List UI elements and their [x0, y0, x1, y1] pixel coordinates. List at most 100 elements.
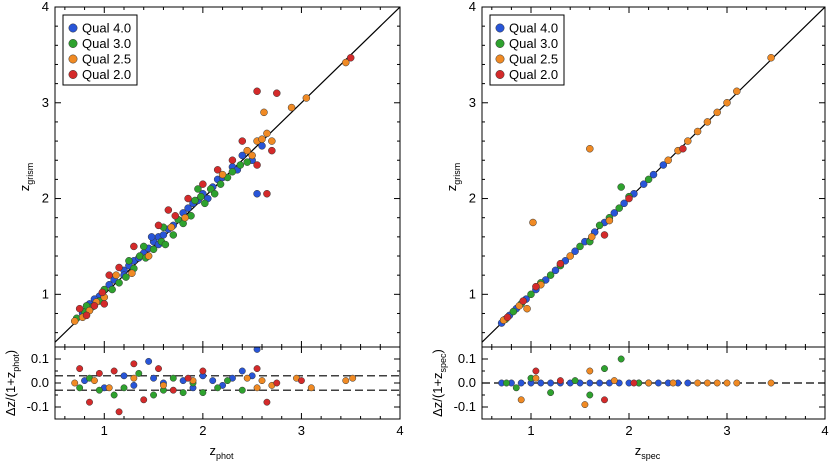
data-point-qual-2-5 — [105, 384, 113, 392]
data-point-qual-2-0 — [140, 396, 148, 404]
data-point-qual-2-0 — [105, 271, 113, 279]
data-point-qual-2-5 — [733, 379, 741, 387]
data-point-qual-3-0 — [139, 242, 148, 251]
y-axis-label-sub: phot — [11, 354, 21, 372]
data-point-qual-2-0 — [155, 365, 162, 373]
data-point-qual-4-0 — [537, 379, 545, 387]
y-axis-label: Δz/(1+zphot) — [3, 350, 21, 416]
y-axis-label-main: z — [17, 185, 32, 192]
data-point-qual-4-0 — [517, 379, 525, 387]
data-point-qual-2-0 — [273, 89, 281, 97]
data-point-qual-3-0 — [503, 379, 510, 387]
data-point-qual-2-0 — [199, 367, 207, 375]
data-point-qual-2-5 — [684, 137, 692, 145]
y-axis-label-sub: grism — [452, 163, 462, 185]
data-point-qual-2-5 — [260, 108, 268, 117]
data-point-qual-2-0 — [98, 288, 107, 297]
data-point-qual-3-0 — [571, 377, 579, 385]
data-point-qual-4-0 — [209, 377, 217, 385]
data-point-qual-3-0 — [214, 384, 222, 392]
y-tick-label: -0.1 — [454, 399, 476, 414]
legend-label: Qual 2.5 — [509, 52, 558, 67]
data-point-qual-4-0 — [596, 379, 604, 387]
data-point-qual-2-5 — [253, 384, 261, 392]
data-point-qual-3-0 — [191, 196, 199, 205]
y-tick-label: 4 — [469, 0, 476, 14]
data-point-qual-2-0 — [184, 194, 192, 203]
data-point-qual-2-5 — [243, 146, 251, 155]
data-point-qual-3-0 — [115, 279, 123, 287]
data-point-qual-3-0 — [615, 204, 623, 212]
y-tick-label: 3 — [469, 95, 476, 110]
data-point-qual-2-5 — [342, 377, 350, 385]
data-point-qual-2-5 — [144, 252, 153, 260]
data-point-qual-2-5 — [586, 367, 594, 375]
data-point-qual-2-0 — [532, 282, 540, 291]
data-points — [498, 355, 775, 409]
data-point-qual-2-5 — [523, 304, 531, 313]
data-point-qual-4-0 — [620, 199, 628, 208]
data-point-qual-2-5 — [517, 396, 525, 404]
data-point-qual-3-0 — [135, 369, 143, 377]
legend-marker — [68, 54, 78, 64]
data-point-qual-2-0 — [213, 166, 222, 174]
data-point-qual-2-0 — [169, 386, 177, 394]
data-point-qual-2-0 — [130, 242, 138, 251]
data-points — [71, 347, 357, 416]
data-point-qual-2-0 — [263, 190, 271, 198]
data-point-qual-4-0 — [238, 367, 246, 375]
data-point-qual-3-0 — [169, 231, 178, 239]
data-point-qual-2-5 — [181, 213, 189, 222]
data-point-qual-2-0 — [297, 377, 305, 385]
x-tick-label: 3 — [298, 423, 305, 438]
data-point-qual-3-0 — [122, 273, 130, 281]
data-point-qual-2-5 — [664, 156, 672, 164]
data-point-qual-2-5 — [645, 379, 653, 387]
data-point-qual-2-5 — [258, 135, 266, 143]
data-point-qual-3-0 — [161, 240, 170, 249]
data-point-qual-2-0 — [90, 302, 99, 310]
y-tick-label: 1 — [469, 286, 476, 301]
y-tick-label: 0.1 — [31, 351, 49, 366]
data-point-qual-2-5 — [349, 374, 357, 382]
data-point-qual-4-0 — [586, 379, 594, 387]
data-point-qual-2-0 — [238, 137, 247, 145]
legend-label: Qual 4.0 — [509, 21, 558, 36]
data-point-qual-3-0 — [125, 257, 133, 265]
data-point-qual-4-0 — [639, 180, 648, 188]
legend-marker — [495, 23, 505, 33]
data-point-qual-2-0 — [600, 231, 609, 239]
data-point-qual-4-0 — [120, 372, 128, 380]
data-point-qual-4-0 — [238, 151, 247, 160]
data-point-qual-2-0 — [82, 311, 91, 320]
data-point-qual-2-5 — [586, 144, 594, 153]
data-point-qual-3-0 — [527, 290, 535, 299]
y-tick-label: 3 — [42, 95, 49, 110]
data-point-qual-3-0 — [586, 391, 594, 399]
data-point-qual-3-0 — [216, 180, 225, 188]
data-point-qual-2-0 — [679, 144, 687, 153]
y-axis-label: Δz/(1+zspec) — [430, 349, 448, 417]
x-axis-label: zphot — [209, 443, 234, 461]
data-point-qual-2-5 — [258, 377, 266, 385]
data-point-qual-2-0 — [228, 156, 237, 164]
data-point-qual-3-0 — [617, 355, 625, 363]
data-point-qual-2-0 — [115, 408, 123, 416]
data-point-qual-2-5 — [767, 54, 775, 62]
data-point-qual-4-0 — [659, 161, 668, 169]
data-point-qual-2-5 — [307, 384, 315, 392]
legend-label: Qual 3.0 — [82, 36, 131, 51]
x-axis-label: zspec — [635, 443, 661, 461]
data-point-qual-4-0 — [610, 209, 619, 217]
legend-label: Qual 2.0 — [82, 67, 131, 82]
y-tick-label: 0.0 — [458, 375, 476, 390]
legend-label: Qual 3.0 — [509, 36, 558, 51]
data-point-qual-3-0 — [199, 389, 207, 397]
data-point-qual-2-5 — [128, 269, 136, 278]
data-point-qual-4-0 — [159, 231, 168, 239]
x-tick-label: 2 — [199, 423, 206, 438]
data-point-qual-3-0 — [194, 185, 202, 193]
